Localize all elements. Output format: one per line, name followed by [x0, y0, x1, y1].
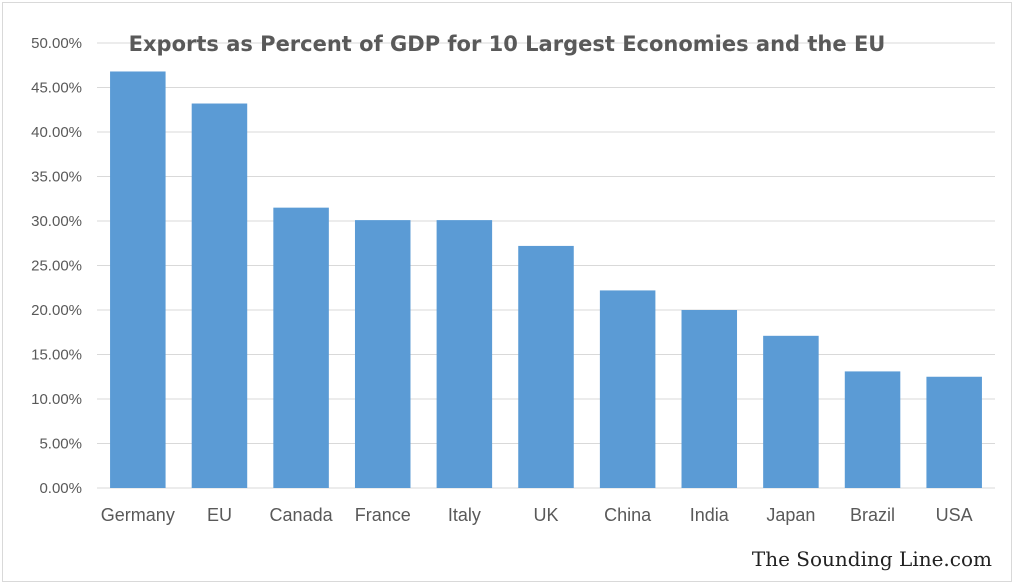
- category-label-eu: EU: [207, 505, 232, 525]
- category-label-italy: Italy: [448, 505, 481, 525]
- bars: [110, 71, 982, 489]
- category-label-usa: USA: [936, 505, 973, 525]
- category-label-brazil: Brazil: [850, 505, 895, 525]
- y-tick-label: 40.00%: [31, 124, 82, 141]
- category-label-germany: Germany: [101, 505, 175, 525]
- bar-uk: [518, 245, 574, 488]
- y-tick-label: 10.00%: [31, 391, 82, 408]
- category-label-india: India: [690, 505, 730, 525]
- y-tick-label: 50.00%: [31, 35, 82, 52]
- y-tick-label: 35.00%: [31, 169, 82, 186]
- x-axis-category-labels: Germany EU Canada France Italy UK China India Ja…: [101, 505, 973, 525]
- y-tick-label: 5.00%: [39, 436, 82, 453]
- bar-canada: [273, 207, 329, 488]
- watermark-text: The Sounding Line.com: [752, 547, 992, 571]
- bar-italy: [436, 220, 493, 489]
- bar-india: [681, 310, 738, 488]
- chart-title: Exports as Percent of GDP for 10 Largest…: [129, 32, 886, 56]
- category-label-china: China: [604, 505, 652, 525]
- bar-germany: [110, 71, 166, 488]
- bar-eu: [191, 103, 248, 489]
- category-label-france: France: [355, 505, 411, 525]
- bar-brazil: [844, 371, 901, 488]
- y-tick-label: 20.00%: [31, 302, 82, 319]
- y-tick-label: 0.00%: [39, 480, 82, 497]
- y-tick-label: 25.00%: [31, 258, 82, 275]
- bar-france: [354, 220, 411, 489]
- y-axis-tick-labels: 0.00% 5.00% 10.00% 15.00% 20.00% 25.00% 30.00%…: [31, 35, 82, 497]
- y-tick-label: 45.00%: [31, 80, 82, 97]
- y-tick-label: 15.00%: [31, 347, 82, 364]
- y-tick-label: 30.00%: [31, 213, 82, 230]
- bar-japan: [763, 335, 819, 488]
- category-label-uk: UK: [533, 505, 558, 525]
- category-label-japan: Japan: [766, 505, 815, 525]
- category-label-canada: Canada: [270, 505, 334, 525]
- bar-china: [599, 290, 656, 488]
- bar-usa: [926, 376, 982, 488]
